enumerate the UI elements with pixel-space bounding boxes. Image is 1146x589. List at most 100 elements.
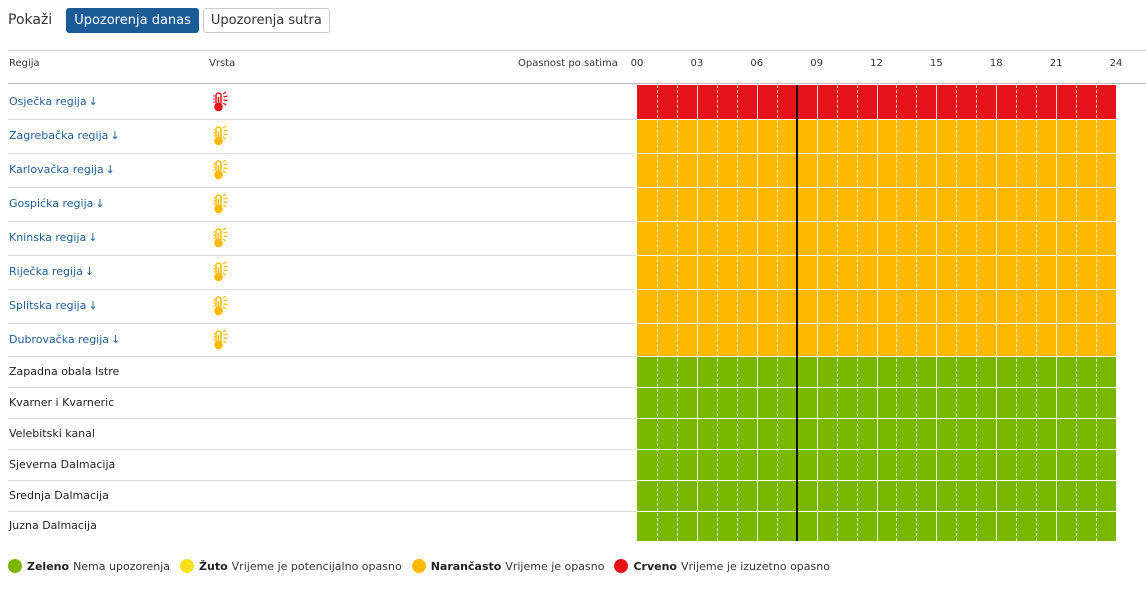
arrow-down-icon: ↓ [110,129,120,142]
region-label: Gospićka regija [9,197,94,210]
header-divider [8,83,1146,84]
grid-major-line [996,85,998,541]
thermometer-heat-icon [207,91,231,113]
region-label: Zapadna obala Istre [9,364,120,378]
region-name: Zapadna obala Istre [9,365,119,378]
table-row: Sjeverna Dalmacija [8,449,636,480]
legend-title: Zeleno [27,559,70,573]
legend-item-red: Crveno Vrijeme je izuzetno opasno [614,559,830,573]
region-link[interactable]: Zagrebačka regija ↓ [9,129,120,142]
column-header-type: Vrsta [209,58,236,69]
grid-major-line [1056,85,1058,541]
region-link[interactable]: Karlovačka regija ↓ [9,163,115,176]
legend-dot-icon [411,559,426,573]
row-divider [8,153,636,154]
legend: Zeleno Nema upozorenja Žuto Vrijeme je pote… [8,559,840,573]
region-label: Osječka regija [9,95,87,108]
row-divider [8,187,636,188]
region-link[interactable]: Kninska regija ↓ [9,231,97,244]
hour-tick-label: 00 [630,58,644,69]
grid-minor-line [956,85,958,541]
row-divider [8,356,636,357]
thermometer-heat-icon [207,159,231,181]
hour-tick-label: 03 [690,58,704,69]
region-name: Juzna Dalmacija [9,519,97,532]
table-row: Dubrovačka regija ↓ [8,323,636,356]
region-name: Velebitski kanal [9,427,95,440]
region-link[interactable]: Riječka regija ↓ [9,265,94,278]
row-divider [8,255,636,256]
grid-minor-line [836,85,838,541]
arrow-down-icon: ↓ [111,332,121,346]
grid-major-line [756,85,758,541]
hour-tick-label: 21 [1049,58,1063,69]
grid-major-line [876,85,878,541]
legend-item-yellow: Žuto Vrijeme je potencijalno opasno [180,559,402,573]
tab-warnings-today[interactable]: Upozorenja danas [66,7,199,33]
region-label: Riječka regija [9,265,83,278]
grid-major-line [936,85,938,541]
region-name: Kvarner i Kvarneric [9,396,114,409]
grid-minor-line [736,85,738,541]
legend-item-green: Zeleno Nema upozorenja [8,559,170,573]
grid-minor-line [1016,85,1018,541]
column-header-region: Regija [9,58,40,69]
table-row: Riječka regija ↓ [8,255,636,289]
current-time-marker [795,85,798,541]
thermometer-heat-icon [207,261,231,283]
arrow-down-icon: ↓ [88,299,98,312]
grid-minor-line [916,85,918,541]
legend-description: Nema upozorenja [73,559,171,573]
arrow-down-icon: ↓ [88,95,98,108]
region-label: Karlovačka regija [9,163,104,176]
legend-item-orange: Narančasto Vrijeme je opasno [411,559,605,573]
hour-tick-label: 18 [989,58,1003,69]
toolbar: Pokaži Upozorenja danas Upozorenja sutra [8,7,334,33]
region-link[interactable]: Gospićka regija ↓ [9,197,105,210]
hour-tick-label: 24 [1109,58,1123,69]
row-divider [8,119,636,120]
hour-tick-label: 12 [870,58,883,69]
hour-tick-label: 15 [930,58,943,69]
arrow-down-icon: ↓ [84,265,95,278]
row-divider [8,511,636,512]
region-label: Zagrebačka regija [9,129,109,142]
grid-minor-line [656,85,658,541]
column-header-hours: Opasnost po satima [518,58,618,69]
hour-tick-label: 06 [750,58,764,69]
table-row: Srednja Dalmacija [8,480,636,511]
legend-dot-icon [614,559,629,573]
arrow-down-icon: ↓ [88,231,98,244]
table-row: Gospićka regija ↓ [8,187,636,221]
table-row: Splitska regija ↓ [8,289,636,323]
region-name: Sjeverna Dalmacija [9,458,115,471]
region-link[interactable]: Osječka regija ↓ [9,95,98,108]
grid-minor-line [676,85,678,541]
table-top-divider [8,50,1146,51]
region-label: Juzna Dalmacija [9,519,97,532]
grid-minor-line [1096,85,1098,541]
table-row: Kvarner i Kvarneric [8,387,636,418]
region-link[interactable]: Dubrovačka regija ↓ [9,333,120,346]
grid-minor-line [976,85,978,541]
legend-description: Vrijeme je opasno [505,559,605,573]
legend-title: Crveno [633,559,677,573]
show-label: Pokaži [8,12,53,28]
region-label: Dubrovačka regija [9,332,110,346]
table-row: Osječka regija ↓ [8,85,636,119]
row-divider [8,418,636,419]
grid-minor-line [1076,85,1078,541]
tab-warnings-tomorrow[interactable]: Upozorenja sutra [202,7,330,33]
grid-major-line [696,85,698,541]
legend-dot-icon [180,559,195,573]
grid-major-line [816,85,818,541]
region-name: Srednja Dalmacija [9,489,109,502]
region-label: Velebitski kanal [9,426,95,440]
legend-description: Vrijeme je izuzetno opasno [680,559,830,573]
thermometer-heat-icon [207,193,231,215]
thermometer-heat-icon [207,328,231,351]
region-label: Splitska regija [9,299,87,312]
region-link[interactable]: Splitska regija ↓ [9,299,98,312]
row-divider [8,221,636,222]
thermometer-heat-icon [207,125,231,147]
